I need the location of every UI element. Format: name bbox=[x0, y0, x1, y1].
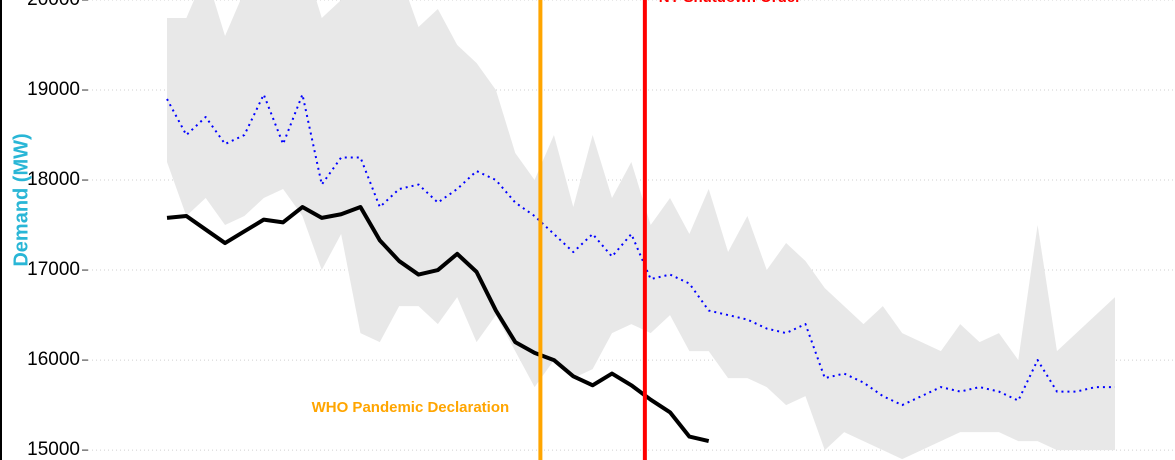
series-line bbox=[166, 205, 710, 444]
y-tick-label: 17000 bbox=[27, 259, 80, 280]
event-label: WHO Pandemic Declaration bbox=[312, 399, 510, 416]
y-tick-label: 15000 bbox=[27, 439, 80, 460]
y-tick-label: 19000 bbox=[27, 79, 80, 100]
y-tick-label: 18000 bbox=[27, 169, 80, 190]
event-label: NY Shutdown Order bbox=[659, 0, 801, 6]
y-tick-label: 16000 bbox=[27, 349, 80, 370]
confidence-band bbox=[167, 0, 1115, 460]
y-axis-label: Demand (MW) bbox=[10, 133, 32, 266]
y-tick-label: 20000 bbox=[27, 0, 80, 10]
